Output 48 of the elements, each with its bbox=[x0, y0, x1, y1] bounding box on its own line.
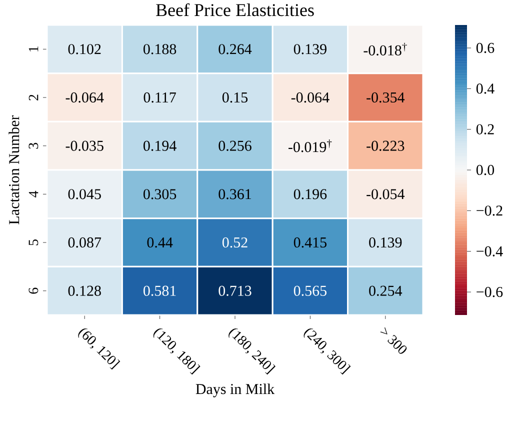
data-label: 0.102 bbox=[68, 44, 101, 54]
data-label: 0.15 bbox=[222, 92, 248, 103]
color-bar-label: 0.4 bbox=[476, 84, 494, 94]
y-tick-label: 5 bbox=[28, 240, 38, 246]
x-axis-title: Days in Milk bbox=[196, 384, 275, 398]
x-tick-label: (60, 120] bbox=[78, 328, 120, 370]
y-tick-label: 2 bbox=[28, 94, 38, 100]
data-label: 0.256 bbox=[218, 140, 252, 151]
color-bar-label: 0.2 bbox=[476, 124, 494, 134]
color-bar-label: 0.0 bbox=[476, 164, 494, 176]
data-label: -0.064 bbox=[291, 92, 330, 103]
data-label: -0.354 bbox=[366, 92, 405, 103]
x-tick-label: > 300 bbox=[380, 327, 407, 354]
data-label: 0.254 bbox=[369, 286, 402, 296]
data-label: 0.52 bbox=[222, 237, 248, 248]
data-label: 0.139 bbox=[294, 44, 326, 54]
data-label: 0.196 bbox=[294, 189, 327, 200]
y-tick-label: 3 bbox=[28, 142, 38, 149]
data-label: -0.018$^{†}$ bbox=[364, 42, 407, 56]
y-tick-label: 6 bbox=[28, 288, 38, 294]
data-label: -0.019$^{†}$ bbox=[288, 139, 332, 152]
color-bar-label: 0.6 bbox=[476, 42, 494, 54]
data-label: -0.223 bbox=[366, 140, 404, 151]
data-label: 0.045 bbox=[68, 189, 101, 200]
data-label: 0.713 bbox=[218, 286, 252, 296]
color-bar-label: −0.4 bbox=[476, 246, 503, 256]
data-label: 0.565 bbox=[294, 286, 326, 296]
data-label: 0.128 bbox=[68, 286, 101, 296]
color-bar-label: −0.2 bbox=[476, 206, 502, 216]
data-label: 0.581 bbox=[144, 286, 176, 296]
data-label: 0.117 bbox=[144, 92, 176, 103]
data-label: 0.264 bbox=[218, 44, 252, 54]
data-label: -0.064 bbox=[66, 92, 104, 103]
color-bar-label: −0.6 bbox=[476, 286, 503, 298]
y-axis-title: Lactation Number bbox=[8, 115, 20, 224]
data-label: -0.054 bbox=[366, 189, 405, 200]
y-tick-label: 4 bbox=[28, 190, 38, 198]
data-label: 0.087 bbox=[68, 237, 102, 248]
data-label: 0.361 bbox=[218, 189, 251, 200]
y-tick-label: 1 bbox=[28, 46, 38, 52]
data-label: 0.415 bbox=[294, 237, 326, 248]
chart-title: Beef Price Elasticities bbox=[156, 3, 314, 16]
data-label: 0.305 bbox=[144, 189, 176, 200]
data-label: -0.035 bbox=[66, 140, 104, 151]
data-label: 0.188 bbox=[144, 44, 176, 54]
data-label: 0.44 bbox=[147, 237, 173, 248]
data-label: 0.194 bbox=[144, 140, 176, 151]
data-label: 0.139 bbox=[369, 237, 402, 248]
